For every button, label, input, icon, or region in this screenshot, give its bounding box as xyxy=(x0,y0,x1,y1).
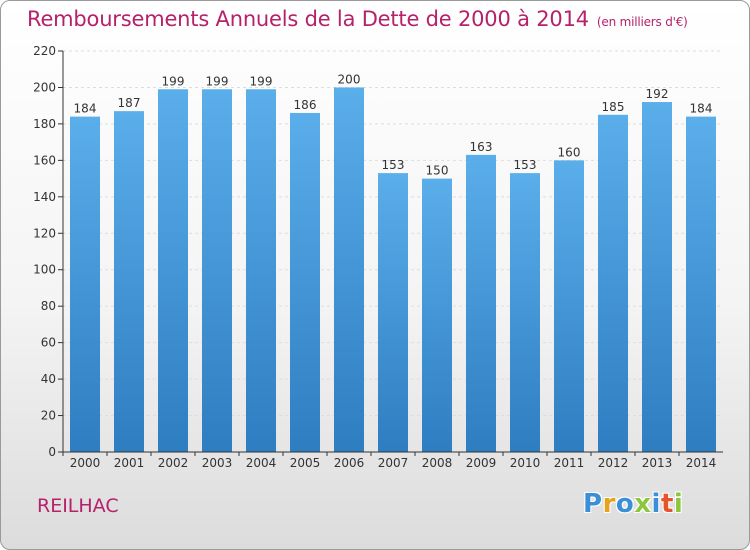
y-tick-label: 0 xyxy=(48,445,56,459)
data-label: 185 xyxy=(602,100,625,114)
data-label: 186 xyxy=(294,98,317,112)
bar-2010 xyxy=(510,173,540,452)
bar-2013 xyxy=(642,102,672,452)
x-tick-label: 2009 xyxy=(466,456,497,470)
y-tick-label: 80 xyxy=(41,299,56,313)
x-tick-label: 2000 xyxy=(70,456,101,470)
chart-title: Remboursements Annuels de la Dette de 20… xyxy=(27,7,688,31)
data-labels: 184 187 199 199 199 186 200 153 150 163 153 160 185 1… xyxy=(74,72,713,177)
logo-letter: x xyxy=(634,489,652,519)
x-tick-label: 2002 xyxy=(158,456,189,470)
y-tick-label: 20 xyxy=(41,409,56,423)
x-tick-label: 2003 xyxy=(202,456,233,470)
axes xyxy=(62,51,723,453)
y-tick-label: 200 xyxy=(33,80,56,94)
bar-2011 xyxy=(554,160,584,452)
y-tick-label: 120 xyxy=(33,226,56,240)
x-tick-label: 2001 xyxy=(114,456,145,470)
x-tick-label: 2014 xyxy=(686,456,717,470)
logo-letter: i xyxy=(673,489,684,519)
bar-2006 xyxy=(334,87,364,453)
bar-2003 xyxy=(202,89,232,452)
x-tick-label: 2010 xyxy=(510,456,541,470)
x-tick-label: 2011 xyxy=(554,456,585,470)
bar-2001 xyxy=(114,111,144,453)
data-label: 199 xyxy=(206,74,229,88)
x-tick-label: 2008 xyxy=(422,456,453,470)
data-label: 200 xyxy=(338,72,361,86)
bar-2007 xyxy=(378,173,408,452)
chart-unit: (en milliers d'€) xyxy=(596,15,688,29)
x-tick-label: 2012 xyxy=(598,456,629,470)
x-tick-label: 2006 xyxy=(334,456,365,470)
logo-letter: o xyxy=(615,489,635,519)
bar-2012 xyxy=(598,114,628,452)
chart-title-text: Remboursements Annuels de la Dette de 20… xyxy=(27,7,589,31)
data-label: 150 xyxy=(426,164,449,178)
data-label: 199 xyxy=(162,74,185,88)
bar-2000 xyxy=(70,116,100,453)
commune-name: REILHAC xyxy=(37,495,119,517)
logo-letter: r xyxy=(602,489,616,519)
y-tick-label: 100 xyxy=(33,263,56,277)
bar-2002 xyxy=(158,89,188,452)
data-label: 153 xyxy=(382,158,405,172)
data-label: 199 xyxy=(250,74,273,88)
data-label: 163 xyxy=(470,140,493,154)
y-tick-labels: 0 20 40 60 80 100 120 140 160 180 200 220 xyxy=(33,44,56,459)
bars xyxy=(70,87,716,453)
bar-2014 xyxy=(686,116,716,453)
data-label: 184 xyxy=(74,102,97,116)
data-label: 184 xyxy=(690,102,713,116)
logo-letter: i xyxy=(651,489,661,519)
proxiti-logo[interactable]: Proxiti xyxy=(583,489,683,519)
bar-2004 xyxy=(246,89,276,452)
data-label: 192 xyxy=(646,87,669,101)
data-label: 153 xyxy=(514,158,537,172)
x-tick-labels: 2000 2001 2002 2003 2004 2005 2006 2007 2008 2009… xyxy=(62,452,717,470)
logo-letter: t xyxy=(660,489,674,519)
bar-2009 xyxy=(466,154,496,453)
data-label: 160 xyxy=(558,145,581,159)
y-tick-label: 180 xyxy=(33,117,56,131)
y-tick-label: 40 xyxy=(41,372,56,386)
data-label: 187 xyxy=(118,96,141,110)
y-tick-label: 160 xyxy=(33,153,56,167)
logo-letter: P xyxy=(583,489,603,519)
x-tick-label: 2013 xyxy=(642,456,673,470)
y-tick-label: 220 xyxy=(33,44,56,58)
x-tick-label: 2007 xyxy=(378,456,409,470)
y-tick-label: 60 xyxy=(41,336,56,350)
x-tick-label: 2004 xyxy=(246,456,277,470)
y-tick-label: 140 xyxy=(33,190,56,204)
bar-2005 xyxy=(290,112,320,453)
x-tick-label: 2005 xyxy=(290,456,321,470)
bar-2008 xyxy=(422,178,452,452)
